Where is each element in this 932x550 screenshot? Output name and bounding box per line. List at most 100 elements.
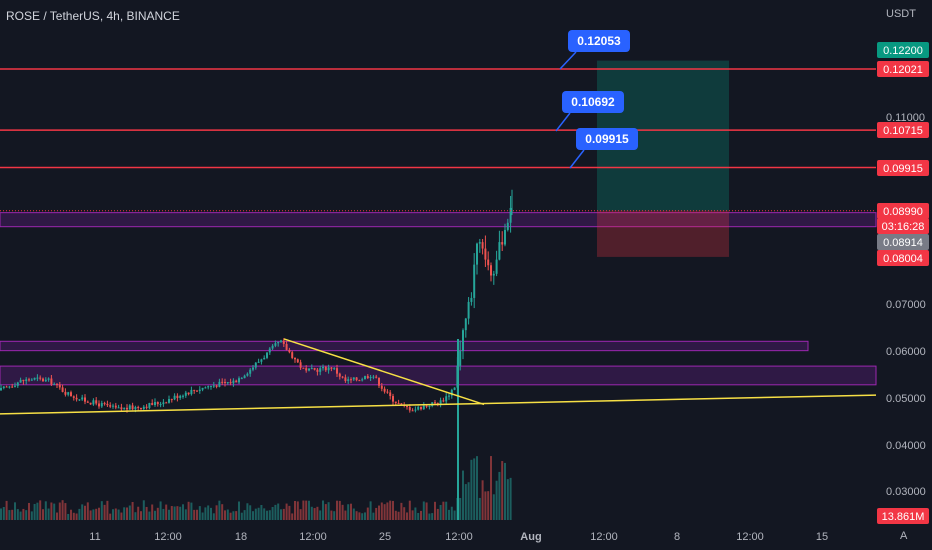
x-tick-label: 8 bbox=[674, 531, 680, 543]
volume-bar bbox=[442, 501, 445, 520]
candle-body bbox=[501, 242, 504, 245]
candle-body bbox=[282, 340, 285, 344]
volume-bar bbox=[75, 513, 78, 520]
volume-bar bbox=[288, 505, 291, 520]
volume-bar bbox=[47, 508, 50, 520]
candle-body bbox=[394, 401, 397, 404]
candle-body bbox=[347, 379, 350, 381]
volume-bar bbox=[470, 459, 473, 520]
descending-trendline[interactable] bbox=[283, 338, 485, 406]
volume-bar bbox=[173, 506, 176, 520]
candle-body bbox=[58, 384, 61, 388]
candle-body bbox=[338, 373, 341, 377]
callouts-layer[interactable]: 0.12053 0.10692 0.09915 bbox=[555, 30, 638, 169]
price-callout-1[interactable]: 0.10692 bbox=[555, 91, 624, 132]
candle-body bbox=[154, 402, 156, 406]
candle-body bbox=[14, 385, 16, 387]
volume-bar bbox=[389, 500, 392, 520]
candle-body bbox=[434, 402, 436, 404]
resistance-lines-layer[interactable] bbox=[0, 68, 876, 212]
candle-body bbox=[249, 369, 252, 374]
price-badge-bg bbox=[877, 218, 929, 234]
candle-body bbox=[420, 406, 422, 410]
volume-bar bbox=[0, 508, 2, 520]
volume-bar bbox=[408, 500, 411, 520]
price-axis[interactable]: 0.11000 0.07000 0.06000 0.05000 0.04000 0.030… bbox=[886, 112, 926, 498]
price-badge: 0.12200 bbox=[877, 42, 929, 58]
volume-bar bbox=[285, 503, 288, 520]
price-badge-label: 0.10715 bbox=[883, 125, 923, 137]
candle-body bbox=[369, 377, 372, 379]
candle-body bbox=[274, 343, 277, 346]
candle-body bbox=[215, 385, 218, 387]
candle-body bbox=[296, 359, 299, 363]
candle-body bbox=[173, 395, 176, 400]
zone-2[interactable] bbox=[0, 365, 877, 386]
price-callout-2[interactable]: 0.09915 bbox=[569, 128, 638, 169]
position-loss-zone[interactable] bbox=[597, 210, 729, 257]
candle-body bbox=[364, 376, 366, 380]
price-badge-label: 03:16:28 bbox=[882, 221, 925, 233]
volume-bar bbox=[109, 513, 112, 520]
volume-bar bbox=[221, 504, 224, 520]
volume-bar bbox=[294, 501, 296, 520]
callout-box bbox=[576, 128, 638, 150]
candle-body bbox=[179, 395, 182, 399]
candle-body bbox=[445, 396, 448, 402]
x-tick-label: 12:00 bbox=[736, 531, 764, 543]
volume-bar bbox=[504, 462, 506, 520]
candle-body bbox=[240, 378, 243, 380]
volume-bar bbox=[140, 511, 142, 520]
price-badge-label: 0.09915 bbox=[883, 163, 923, 175]
x-tick-label: 15 bbox=[816, 531, 828, 543]
volume-bar bbox=[254, 508, 257, 520]
candle-body bbox=[0, 387, 2, 391]
candle-body bbox=[190, 389, 193, 395]
volume-bar bbox=[117, 509, 120, 520]
volume-bar bbox=[394, 510, 397, 520]
time-axis[interactable]: 11 12:00 18 12:00 25 12:00 Aug 12:00 8 12:00 15 bbox=[89, 531, 828, 543]
volume-bar bbox=[179, 506, 182, 520]
volume-bar bbox=[28, 502, 30, 520]
candle-body bbox=[330, 367, 333, 369]
volume-bar bbox=[131, 501, 134, 520]
price-callout-0[interactable]: 0.12053 bbox=[559, 30, 630, 70]
x-tick-label: 12:00 bbox=[154, 531, 182, 543]
volume-bar bbox=[347, 504, 350, 520]
position-tool[interactable] bbox=[597, 60, 729, 257]
candle-body bbox=[212, 385, 215, 387]
price-badge-label: 13.861M bbox=[882, 511, 925, 523]
volume-bar bbox=[159, 501, 162, 520]
candle-body bbox=[109, 405, 112, 407]
candle-body bbox=[380, 385, 383, 389]
callout-box bbox=[562, 91, 624, 113]
candle-body bbox=[257, 361, 260, 363]
candle-body bbox=[453, 387, 456, 390]
volume-bar bbox=[19, 511, 22, 520]
volume-bar bbox=[182, 504, 184, 520]
candle-body bbox=[22, 379, 25, 382]
candle-body bbox=[193, 389, 196, 391]
volume-bar bbox=[14, 502, 16, 520]
volume-bar bbox=[481, 480, 484, 520]
trendlines-layer[interactable] bbox=[0, 338, 877, 415]
auto-scale-button[interactable]: A bbox=[900, 530, 908, 542]
zone-1[interactable] bbox=[0, 340, 809, 352]
zone-0[interactable] bbox=[0, 212, 877, 228]
volume-bar bbox=[196, 509, 198, 520]
candle-body bbox=[448, 395, 450, 397]
candle-body bbox=[299, 362, 302, 368]
volume-bar bbox=[84, 505, 86, 520]
volume-bar bbox=[123, 507, 126, 520]
candle-body bbox=[386, 391, 389, 393]
candle-body bbox=[61, 387, 64, 392]
volume-bar bbox=[238, 501, 240, 520]
support-trendline[interactable] bbox=[0, 394, 877, 415]
candle-body bbox=[509, 207, 512, 223]
volume-bar bbox=[190, 502, 193, 520]
candle-body bbox=[114, 405, 117, 408]
volume-bar bbox=[352, 508, 355, 520]
candle-body bbox=[196, 390, 198, 392]
candle-body bbox=[414, 409, 417, 411]
